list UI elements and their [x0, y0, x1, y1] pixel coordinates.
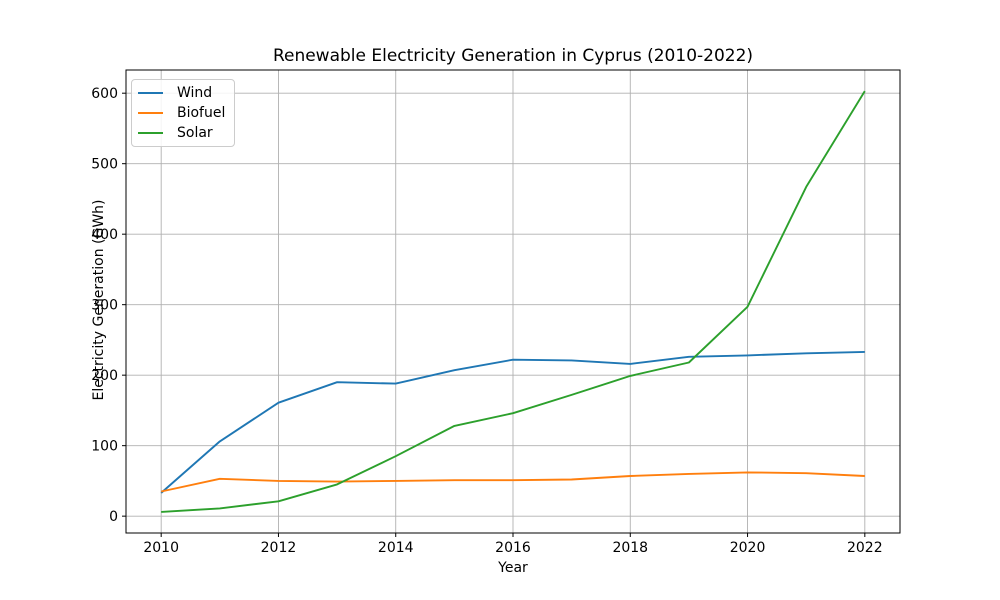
- legend: Wind Biofuel Solar: [131, 79, 235, 147]
- y-tick-label: 100: [91, 439, 118, 455]
- y-tick-label: 300: [91, 298, 118, 314]
- wind-line: [160, 350, 865, 494]
- legend-item: Solar: [138, 123, 226, 143]
- x-tick-label: 2022: [847, 540, 883, 556]
- y-tick-label: 600: [91, 86, 118, 102]
- x-tick-label: 2018: [612, 540, 648, 556]
- x-tick-label: 2016: [495, 540, 531, 556]
- y-tick-label: 0: [109, 509, 118, 525]
- legend-label: Solar: [177, 125, 213, 141]
- legend-label: Wind: [177, 85, 213, 101]
- wind-legend-swatch-icon: [138, 92, 163, 94]
- x-tick-label: 2020: [730, 540, 766, 556]
- x-tick-label: 2010: [143, 540, 179, 556]
- biofuel-legend-swatch-icon: [138, 112, 163, 114]
- solar-line: [161, 90, 866, 513]
- y-axis-label: Electricity Generation (GWh): [91, 199, 107, 401]
- legend-item: Wind: [138, 83, 226, 103]
- x-axis-label: Year: [498, 560, 528, 576]
- y-tick-label: 500: [91, 157, 118, 173]
- chart-title: Renewable Electricity Generation in Cypr…: [272, 46, 754, 66]
- legend-label: Biofuel: [177, 105, 226, 121]
- legend-item: Biofuel: [138, 103, 226, 123]
- solar-legend-swatch-icon: [138, 132, 163, 134]
- y-tick-label: 400: [91, 227, 118, 243]
- x-tick-label: 2014: [378, 540, 414, 556]
- biofuel-line: [160, 471, 865, 493]
- y-tick-label: 200: [91, 368, 118, 384]
- x-tick-label: 2012: [261, 540, 297, 556]
